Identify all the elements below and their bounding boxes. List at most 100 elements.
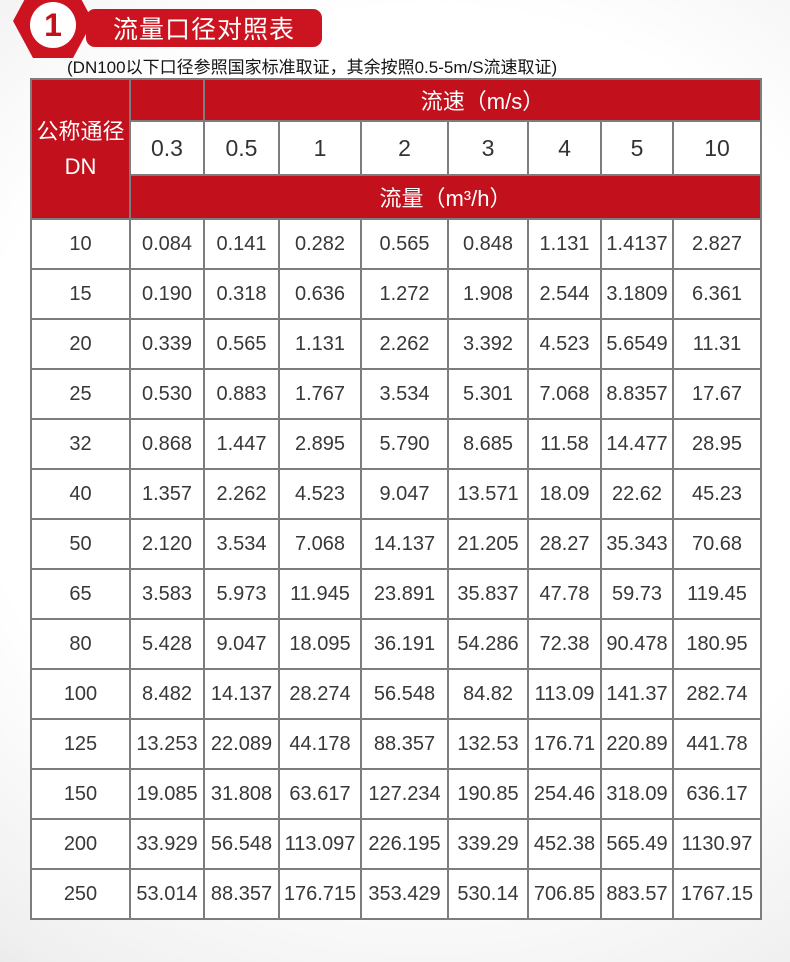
flow-value-cell: 1.131 — [278, 318, 362, 370]
flow-value-cell: 5.428 — [129, 618, 205, 670]
flow-value-cell: 1.447 — [203, 418, 280, 470]
flow-value-cell: 44.178 — [278, 718, 362, 770]
velocity-band-row: 公称通径 DN 流速（m/s） — [30, 78, 762, 220]
table-row: 10 0.084 0.141 0.282 0.565 0.848 1.131 1.4137 2.… — [30, 218, 762, 270]
flow-value-cell: 2.544 — [527, 268, 602, 320]
flow-value-cell: 119.45 — [672, 568, 762, 620]
flow-value-cell: 176.715 — [278, 868, 362, 920]
flow-value-cell: 56.548 — [203, 818, 280, 870]
dn-value-cell: 25 — [30, 368, 131, 420]
flow-value-cell: 0.868 — [129, 418, 205, 470]
flow-value-cell: 1.131 — [527, 218, 602, 270]
table-row: 20 0.339 0.565 1.131 2.262 3.392 4.523 5.6549 11… — [30, 318, 762, 370]
flow-value-cell: 339.29 — [447, 818, 529, 870]
flow-value-cell: 90.478 — [600, 618, 674, 670]
velocity-value-cell: 0.5 — [203, 120, 280, 176]
flow-value-cell: 7.068 — [527, 368, 602, 420]
dn-value-cell: 20 — [30, 318, 131, 370]
flow-value-cell: 3.1809 — [600, 268, 674, 320]
flow-value-cell: 1.767 — [278, 368, 362, 420]
flow-value-cell: 2.827 — [672, 218, 762, 270]
flow-value-cell: 282.74 — [672, 668, 762, 720]
velocity-value-cell: 2 — [360, 120, 449, 176]
table-row: 32 0.868 1.447 2.895 5.790 8.685 11.58 14.477 28… — [30, 418, 762, 470]
flow-value-cell: 3.534 — [360, 368, 449, 420]
flow-value-cell: 5.790 — [360, 418, 449, 470]
corner-header-cell: 公称通径 DN — [30, 78, 131, 220]
table-row: 125 13.253 22.089 44.178 88.357 132.53 176.71 2… — [30, 718, 762, 770]
flow-value-cell: 84.82 — [447, 668, 529, 720]
dn-value-cell: 40 — [30, 468, 131, 520]
dn-value-cell: 100 — [30, 668, 131, 720]
flow-value-cell: 11.31 — [672, 318, 762, 370]
flow-value-cell: 1.908 — [447, 268, 529, 320]
flow-value-cell: 6.361 — [672, 268, 762, 320]
table-row: 65 3.583 5.973 11.945 23.891 35.837 47.78 59.73… — [30, 568, 762, 620]
flow-value-cell: 36.191 — [360, 618, 449, 670]
dn-value-cell: 32 — [30, 418, 131, 470]
flow-value-cell: 0.848 — [447, 218, 529, 270]
flow-value-cell: 88.357 — [203, 868, 280, 920]
flow-value-cell: 3.392 — [447, 318, 529, 370]
flow-value-cell: 7.068 — [278, 518, 362, 570]
badge-circle: 1 — [30, 2, 76, 48]
dn-value-cell: 65 — [30, 568, 131, 620]
flow-value-cell: 4.523 — [527, 318, 602, 370]
flow-value-cell: 72.38 — [527, 618, 602, 670]
dn-value-cell: 250 — [30, 868, 131, 920]
flow-value-cell: 56.548 — [360, 668, 449, 720]
badge-number: 1 — [44, 7, 62, 43]
flow-value-cell: 1130.97 — [672, 818, 762, 870]
dn-value-cell: 10 — [30, 218, 131, 270]
dn-value-cell: 50 — [30, 518, 131, 570]
flow-value-cell: 22.62 — [600, 468, 674, 520]
flow-value-cell: 2.262 — [360, 318, 449, 370]
flow-value-cell: 0.565 — [203, 318, 280, 370]
flow-value-cell: 113.09 — [527, 668, 602, 720]
flow-value-cell: 636.17 — [672, 768, 762, 820]
flow-value-cell: 21.205 — [447, 518, 529, 570]
flow-value-cell: 220.89 — [600, 718, 674, 770]
table-row: 50 2.120 3.534 7.068 14.137 21.205 28.27 35.343… — [30, 518, 762, 570]
flow-value-cell: 18.09 — [527, 468, 602, 520]
flow-value-cell: 47.78 — [527, 568, 602, 620]
corner-header-line1: 公称通径 — [36, 118, 125, 144]
flow-value-cell: 180.95 — [672, 618, 762, 670]
table-row: 200 33.929 56.548 113.097 226.195 339.29 452.3… — [30, 818, 762, 870]
velocity-value-cell: 1 — [278, 120, 362, 176]
flow-value-cell: 14.137 — [203, 668, 280, 720]
flow-value-cell: 8.685 — [447, 418, 529, 470]
table-body: 10 0.084 0.141 0.282 0.565 0.848 1.131 1.4137 2.… — [30, 218, 762, 920]
flow-value-cell: 1767.15 — [672, 868, 762, 920]
flow-value-cell: 45.23 — [672, 468, 762, 520]
flow-value-cell: 28.95 — [672, 418, 762, 470]
flow-band-row: 流量（m³/h） — [31, 174, 762, 220]
flow-value-cell: 11.945 — [278, 568, 362, 620]
flow-value-cell: 28.274 — [278, 668, 362, 720]
flow-value-cell: 441.78 — [672, 718, 762, 770]
velocity-value-cell: 0.3 — [129, 120, 205, 176]
flow-value-cell: 0.282 — [278, 218, 362, 270]
flow-value-cell: 31.808 — [203, 768, 280, 820]
flow-value-cell: 132.53 — [447, 718, 529, 770]
flow-value-cell: 176.71 — [527, 718, 602, 770]
flow-value-cell: 54.286 — [447, 618, 529, 670]
flow-value-cell: 706.85 — [527, 868, 602, 920]
table-row: 25 0.530 0.883 1.767 3.534 5.301 7.068 8.8357 17… — [30, 368, 762, 420]
flow-value-cell: 0.530 — [129, 368, 205, 420]
table-row: 100 8.482 14.137 28.274 56.548 84.82 113.09 141… — [30, 668, 762, 720]
flow-value-cell: 0.636 — [278, 268, 362, 320]
flow-value-cell: 1.272 — [360, 268, 449, 320]
flow-value-cell: 22.089 — [203, 718, 280, 770]
flow-value-cell: 33.929 — [129, 818, 205, 870]
flow-value-cell: 0.565 — [360, 218, 449, 270]
flow-value-cell: 5.6549 — [600, 318, 674, 370]
flow-value-cell: 1.4137 — [600, 218, 674, 270]
flow-value-cell: 318.09 — [600, 768, 674, 820]
page-title: 流量口径对照表 — [86, 9, 322, 47]
flow-value-cell: 14.477 — [600, 418, 674, 470]
table-row: 250 53.014 88.357 176.715 353.429 530.14 706.8… — [30, 868, 762, 920]
flow-value-cell: 141.37 — [600, 668, 674, 720]
flow-value-cell: 13.571 — [447, 468, 529, 520]
flow-value-cell: 9.047 — [203, 618, 280, 670]
